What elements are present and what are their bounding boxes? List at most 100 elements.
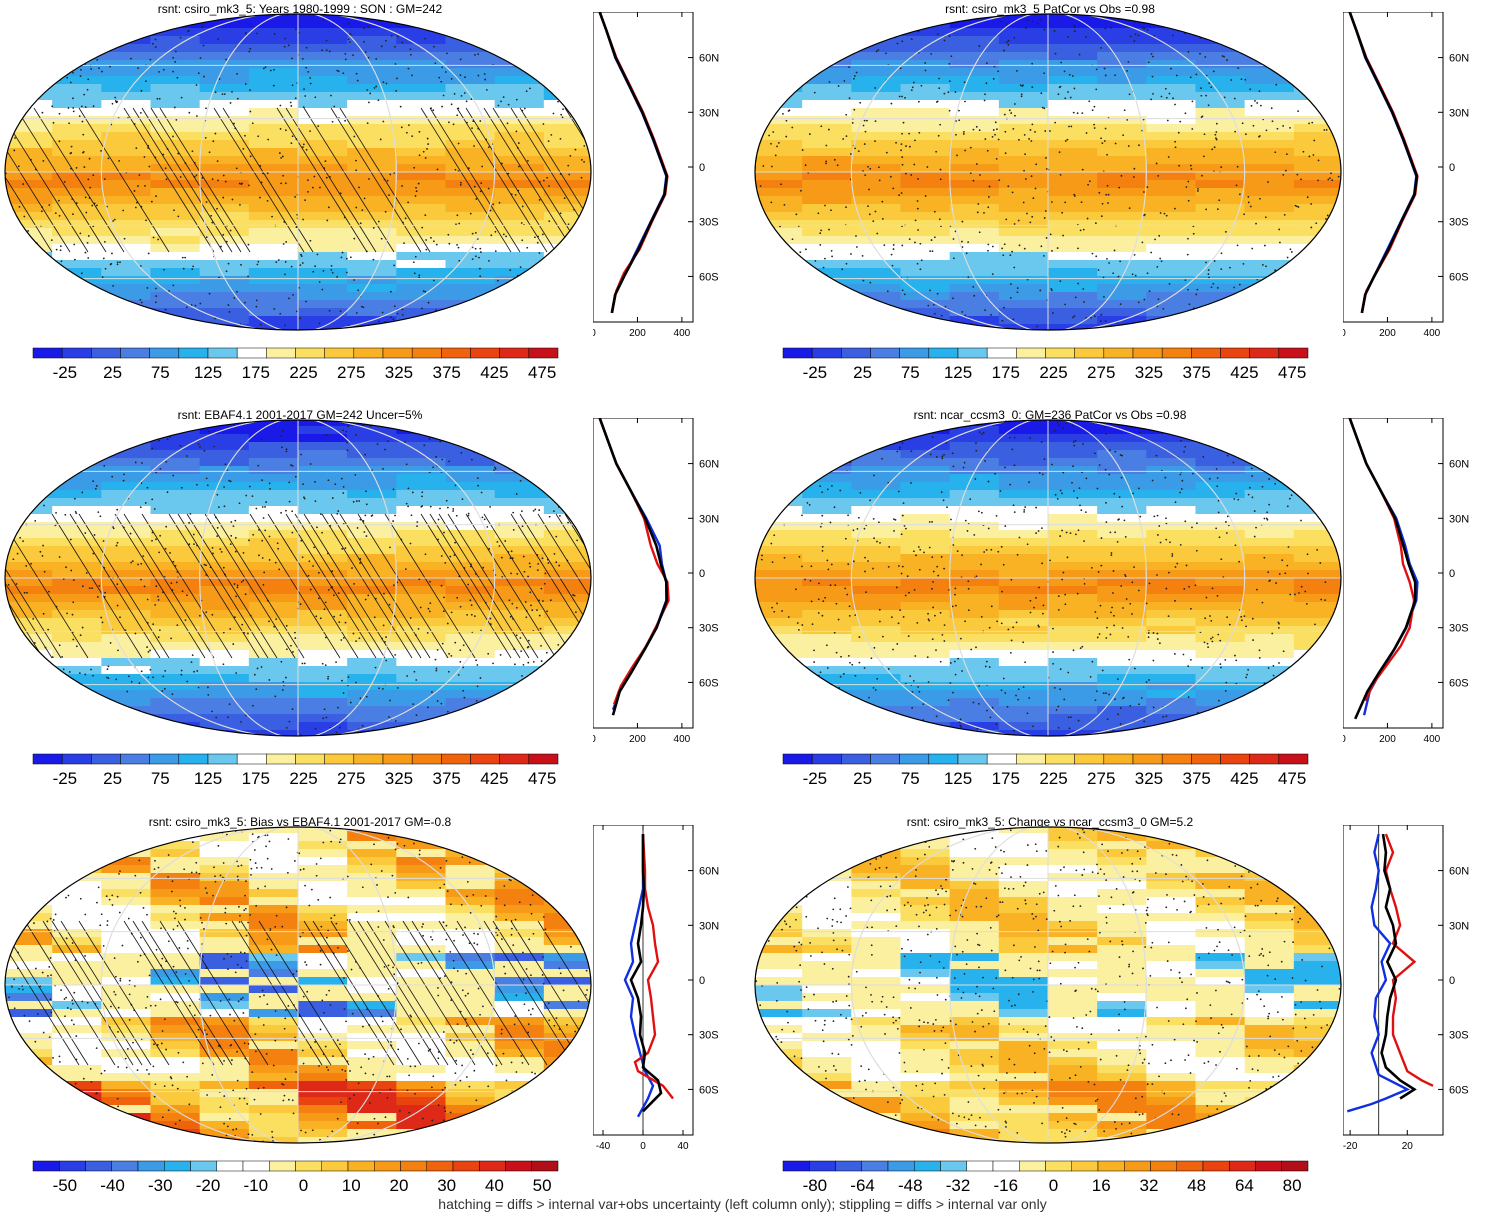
colorbar-label: 425 <box>480 363 508 382</box>
colorbar-swatch <box>957 753 988 765</box>
map-panel: -25 25 75 125 175 225 275 325 375 425 475 <box>4 419 592 788</box>
colorbar-swatch <box>1132 753 1163 765</box>
profile-lat-label: 0 <box>699 568 705 580</box>
colorbar-label: -25 <box>803 769 828 788</box>
colorbar-swatch <box>470 753 500 765</box>
colorbar-label: 125 <box>944 363 972 382</box>
colorbar-swatch <box>1220 347 1250 359</box>
colorbar-swatch <box>1255 1160 1282 1172</box>
colorbar-swatch <box>1074 347 1105 359</box>
colorbar-swatch <box>966 1160 994 1172</box>
colorbar-swatch <box>269 1160 296 1172</box>
profile-lat-label: 30N <box>699 920 719 932</box>
profile-line-black <box>1348 418 1417 720</box>
profile-xtick: 200 <box>1379 328 1396 339</box>
profile-lat-label: 60S <box>1449 271 1469 283</box>
colorbar-label: 75 <box>151 363 170 382</box>
colorbar-swatch <box>1097 1160 1125 1172</box>
colorbar-swatch <box>236 347 267 359</box>
colorbar-swatch <box>441 753 471 765</box>
colorbar-swatch <box>841 753 871 765</box>
profile-xtick: 200 <box>629 734 646 745</box>
zonal-profile: W m020040060N30N030S60S <box>1343 418 1469 745</box>
colorbar-label: 375 <box>432 363 460 382</box>
colorbar-swatch <box>452 1160 480 1172</box>
profile-lat-label: 60S <box>699 677 719 689</box>
profile-lat-label: 30N <box>699 107 719 119</box>
colorbar-swatch <box>940 1160 967 1172</box>
colorbar-label: 80 <box>1283 1176 1302 1195</box>
colorbar-label: 225 <box>1039 769 1067 788</box>
map-panel: -25 25 75 125 175 225 275 325 375 425 475 <box>4 13 592 382</box>
colorbar-swatch <box>470 347 500 359</box>
colorbar-swatch <box>887 1160 915 1172</box>
profile-line-red <box>1384 833 1434 1087</box>
profile-xtick: 400 <box>674 328 691 339</box>
profile-lat-label: 60S <box>1449 1084 1469 1096</box>
profile-line-red <box>598 12 669 314</box>
colorbar-swatch <box>499 347 530 359</box>
colorbar-swatch <box>1071 1160 1099 1172</box>
colorbar-swatch <box>1019 1160 1046 1172</box>
colorbar-swatch <box>32 347 63 359</box>
colorbar-label: -25 <box>803 363 828 382</box>
colorbar-swatch <box>499 753 530 765</box>
colorbar-swatch <box>1191 347 1221 359</box>
panel-title: rsnt: csiro_mk3_5: Bias vs EBAF4.1 2001-… <box>148 815 452 829</box>
colorbar-label: 175 <box>242 769 270 788</box>
profile-line-red <box>633 834 674 1100</box>
profile-line-red <box>598 418 670 705</box>
colorbar-label: 175 <box>992 363 1020 382</box>
colorbar-swatch <box>1249 347 1280 359</box>
footer-note: hatching = diffs > internal var+obs unce… <box>438 1196 1047 1212</box>
colorbar-swatch <box>61 347 92 359</box>
colorbar-label: 10 <box>342 1176 361 1195</box>
colorbar-label: 425 <box>480 769 508 788</box>
profile-lat-label: 0 <box>1449 975 1455 987</box>
colorbar-swatch <box>861 1160 889 1172</box>
colorbar-swatch <box>190 1160 217 1172</box>
colorbar-label: -25 <box>53 363 78 382</box>
colorbar-label: 275 <box>337 769 365 788</box>
colorbar-swatch <box>528 753 559 765</box>
colorbar-label: 50 <box>533 1176 552 1195</box>
colorbar-swatch <box>59 1160 86 1172</box>
colorbar-label: 64 <box>1235 1176 1254 1195</box>
colorbar-swatch <box>782 347 813 359</box>
colorbar-label: 125 <box>194 769 222 788</box>
colorbar-label: -20 <box>196 1176 221 1195</box>
colorbar-swatch <box>91 753 121 765</box>
colorbar-swatch <box>1278 753 1309 765</box>
panel-title: rsnt: ncar_ccsm3_0: GM=236 PatCor vs Obs… <box>913 408 1187 422</box>
colorbar-label: -40 <box>100 1176 125 1195</box>
profile-line-black <box>598 12 669 314</box>
colorbar-label: 375 <box>1182 769 1210 788</box>
panel-title: rsnt: csiro_mk3_5: Change vs ncar_ccsm3_… <box>906 815 1194 829</box>
colorbar-swatch <box>164 1160 191 1172</box>
colorbar-swatch <box>295 753 325 765</box>
colorbar-swatch <box>914 1160 941 1172</box>
profile-lat-label: 60S <box>699 271 719 283</box>
colorbar-label: -30 <box>148 1176 173 1195</box>
colorbar-label: 0 <box>1049 1176 1058 1195</box>
colorbar-label: 425 <box>1230 769 1258 788</box>
profile-lat-label: 0 <box>699 162 705 174</box>
colorbar-swatch <box>1202 1160 1230 1172</box>
colorbar-label: 30 <box>437 1176 456 1195</box>
colorbar-label: 25 <box>103 363 122 382</box>
colorbar-swatch <box>353 753 384 765</box>
colorbar-swatch <box>382 347 413 359</box>
colorbar-label: 125 <box>944 769 972 788</box>
profile-xtick: 200 <box>1379 734 1396 745</box>
map-panel: -50 -40 -30 -20 -10 0 10 20 30 40 50 <box>4 826 592 1195</box>
profile-lat-label: 60N <box>699 866 719 878</box>
colorbar-swatch <box>111 1160 139 1172</box>
profile-lat-label: 60N <box>699 53 719 65</box>
colorbar-label: -25 <box>53 769 78 788</box>
colorbar-swatch <box>899 347 930 359</box>
colorbar-swatch <box>528 347 559 359</box>
colorbar-label: 425 <box>1230 363 1258 382</box>
colorbar-swatch <box>1278 347 1309 359</box>
profile-lat-label: 60S <box>699 1084 719 1096</box>
